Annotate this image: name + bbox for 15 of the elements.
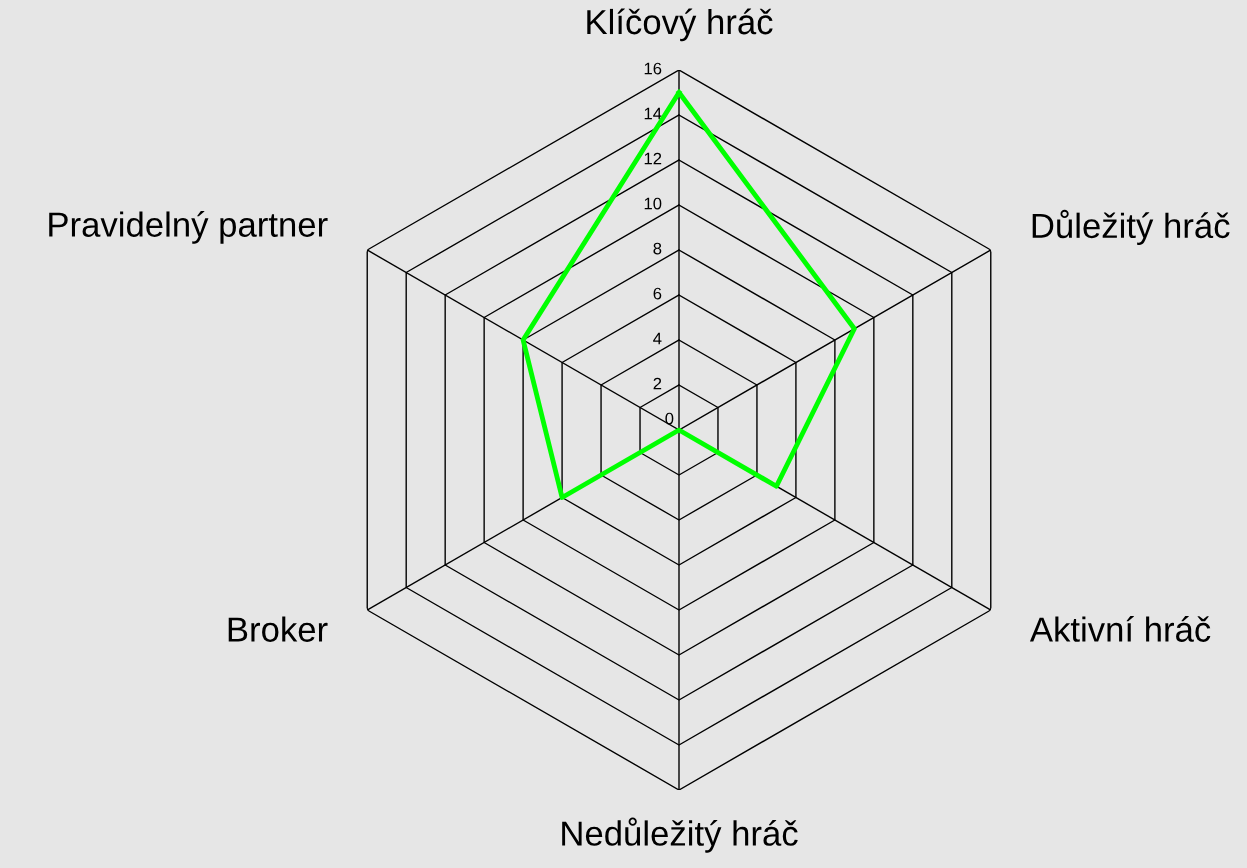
y-tick-label: 0 xyxy=(665,412,674,425)
y-tick-label: 10 xyxy=(644,197,662,210)
spoke-label: Klíčový hráč xyxy=(587,8,773,42)
spoke-label: Aktivní hráč xyxy=(1029,615,1211,642)
y-tick-label: 2 xyxy=(653,377,662,390)
spoke-label: Broker xyxy=(228,616,328,642)
y-tick-label: 8 xyxy=(653,242,662,255)
y-tick-label: 12 xyxy=(644,152,662,165)
spoke-label: Důležitý hráč xyxy=(1032,209,1230,246)
y-tick-label: 16 xyxy=(644,62,662,75)
spoke-label: Pravidelný partner xyxy=(49,211,328,244)
y-tick-label: 6 xyxy=(653,287,662,300)
y-tick-label: 4 xyxy=(653,332,662,345)
y-tick-label: 14 xyxy=(644,107,662,120)
spoke-label: Nedůležitý hráč xyxy=(562,817,798,853)
